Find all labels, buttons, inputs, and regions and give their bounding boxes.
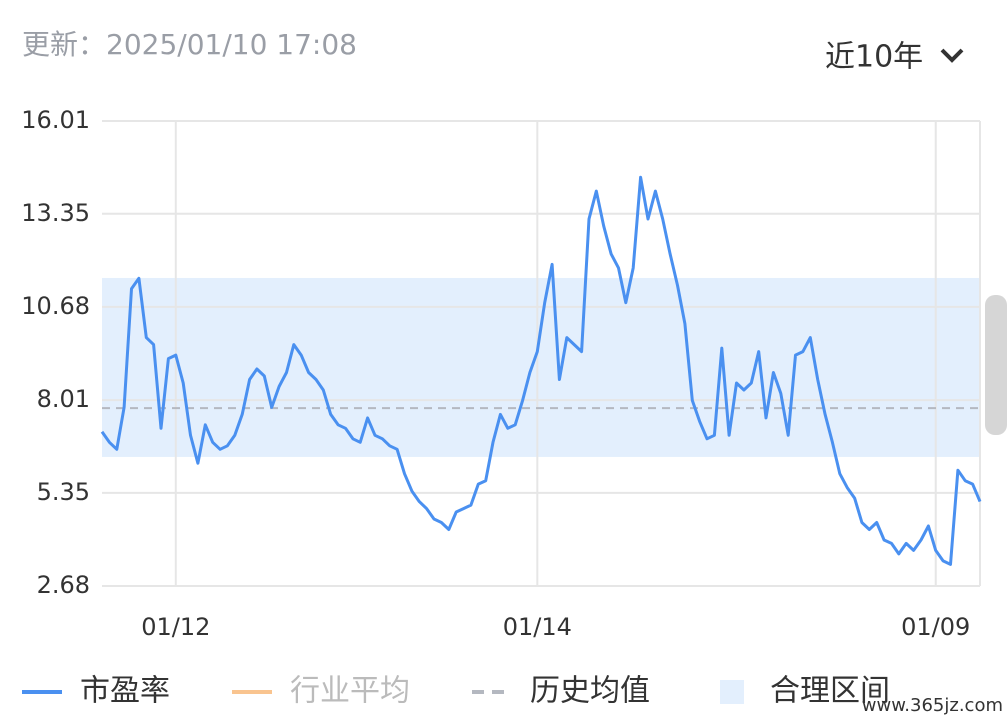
x-tick-label: 01/12 — [141, 613, 210, 641]
reasonable-band — [102, 277, 980, 457]
legend-item: 历史均值 — [472, 674, 650, 709]
legend-swatch — [720, 680, 744, 704]
legend-item: 合理区间 — [720, 674, 890, 709]
x-tick-label: 01/09 — [901, 613, 970, 641]
scrollbar[interactable] — [985, 295, 1007, 435]
legend-item: 市盈率 — [22, 674, 170, 709]
y-tick-label: 16.01 — [21, 106, 90, 134]
range-label[interactable]: 近10年 — [825, 40, 923, 75]
legend-label: 历史均值 — [530, 674, 650, 709]
y-tick-label: 8.01 — [37, 385, 90, 413]
pe-line — [100, 175, 982, 566]
update-time: 更新：2025/01/10 17:08 — [22, 28, 357, 61]
legend-label: 市盈率 — [80, 674, 170, 709]
x-tick-label: 01/14 — [503, 613, 572, 641]
legend-label: 行业平均 — [290, 674, 410, 709]
y-tick-label: 2.68 — [37, 571, 90, 599]
watermark: www.365jz.com — [862, 695, 1003, 716]
legend-item: 行业平均 — [232, 674, 410, 709]
y-tick-label: 13.35 — [21, 199, 90, 227]
y-tick-label: 5.35 — [37, 478, 90, 506]
range-selector[interactable]: 近10年 — [825, 40, 964, 75]
legend-label: 合理区间 — [770, 674, 890, 709]
chevron[interactable] — [940, 48, 964, 63]
y-tick-label: 10.68 — [21, 292, 90, 320]
